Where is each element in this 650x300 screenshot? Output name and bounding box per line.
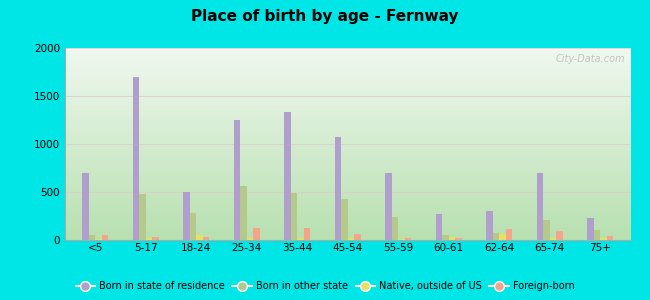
Bar: [600, 238, 606, 240]
Bar: [247, 238, 254, 240]
Bar: [146, 238, 152, 240]
Bar: [233, 120, 240, 240]
Bar: [354, 234, 361, 240]
Bar: [405, 238, 411, 240]
Bar: [543, 220, 550, 240]
Bar: [385, 173, 392, 240]
Bar: [89, 235, 96, 240]
Bar: [593, 230, 600, 240]
Bar: [436, 214, 442, 240]
Bar: [196, 235, 203, 240]
Bar: [348, 238, 354, 240]
Bar: [606, 236, 614, 240]
Bar: [506, 230, 512, 240]
Bar: [152, 237, 159, 240]
Text: City-Data.com: City-Data.com: [555, 54, 625, 64]
Bar: [240, 186, 247, 240]
Bar: [190, 213, 196, 240]
Bar: [102, 235, 109, 240]
Bar: [203, 237, 209, 240]
Bar: [284, 112, 291, 240]
Bar: [183, 192, 190, 240]
Bar: [341, 199, 348, 240]
Bar: [291, 193, 297, 240]
Bar: [297, 238, 304, 240]
Bar: [537, 173, 543, 240]
Bar: [455, 238, 462, 240]
Bar: [398, 238, 405, 240]
Bar: [133, 77, 139, 240]
Bar: [392, 217, 398, 240]
Bar: [442, 235, 448, 240]
Bar: [139, 194, 146, 240]
Text: Place of birth by age - Fernway: Place of birth by age - Fernway: [191, 9, 459, 24]
Bar: [335, 137, 341, 240]
Bar: [486, 211, 493, 240]
Bar: [550, 238, 556, 240]
Bar: [587, 218, 593, 240]
Bar: [96, 239, 102, 240]
Legend: Born in state of residence, Born in other state, Native, outside of US, Foreign-: Born in state of residence, Born in othe…: [72, 278, 578, 295]
Bar: [556, 231, 563, 240]
Bar: [499, 234, 506, 240]
Bar: [448, 237, 455, 240]
Bar: [304, 229, 311, 240]
Bar: [254, 227, 260, 240]
Bar: [493, 233, 499, 240]
Bar: [82, 173, 89, 240]
